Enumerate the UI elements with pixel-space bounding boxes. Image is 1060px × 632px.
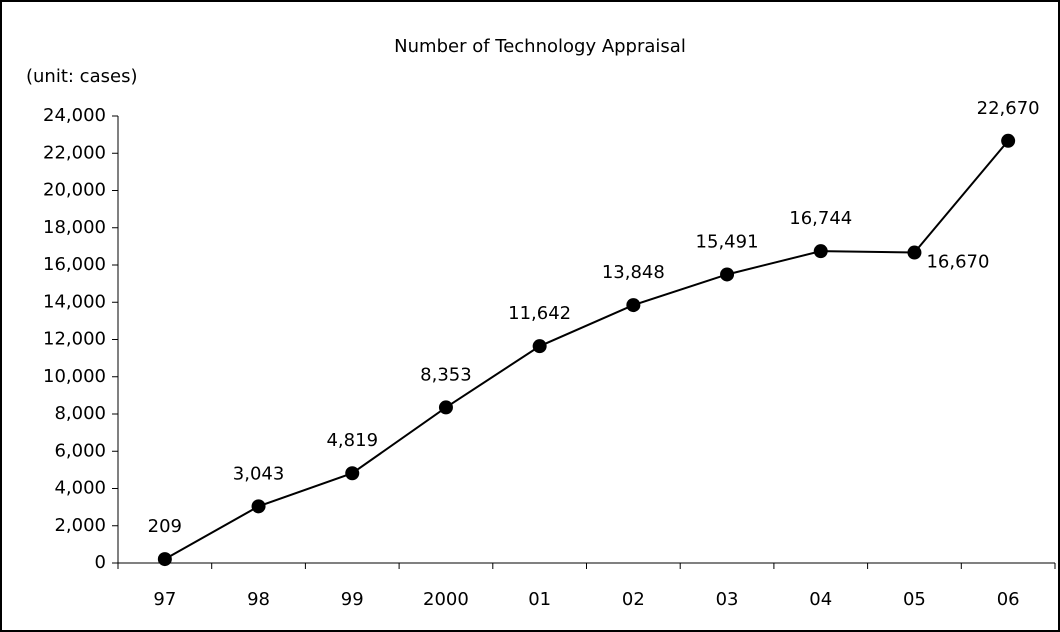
data-point — [1001, 133, 1016, 148]
data-label: 22,670 — [977, 98, 1040, 119]
x-tick-label: 05 — [903, 589, 926, 610]
data-point — [532, 339, 547, 354]
data-point — [907, 245, 922, 260]
data-label: 8,353 — [420, 364, 472, 385]
data-point — [626, 298, 641, 313]
y-tick-label: 10,000 — [43, 366, 106, 387]
data-point — [251, 499, 266, 514]
x-tick-label: 99 — [341, 589, 364, 610]
x-tick-label: 02 — [622, 589, 645, 610]
data-label: 16,670 — [926, 252, 989, 273]
x-tick-label: 97 — [153, 589, 176, 610]
chart-title: Number of Technology Appraisal — [394, 36, 686, 57]
data-label: 16,744 — [789, 208, 852, 229]
data-label: 15,491 — [696, 231, 759, 252]
data-point — [345, 466, 360, 481]
x-tick-label: 04 — [809, 589, 832, 610]
y-tick-label: 0 — [95, 552, 106, 573]
y-tick-label: 6,000 — [54, 440, 106, 461]
data-point — [813, 244, 828, 259]
y-tick-label: 16,000 — [43, 254, 106, 275]
y-tick-label: 2,000 — [54, 515, 106, 536]
data-point — [438, 400, 453, 415]
y-tick-label: 14,000 — [43, 291, 106, 312]
y-tick-label: 18,000 — [43, 217, 106, 238]
data-label: 13,848 — [602, 262, 665, 283]
x-tick-label: 2000 — [423, 589, 469, 610]
data-label: 11,642 — [508, 303, 571, 324]
y-tick-label: 12,000 — [43, 329, 106, 350]
y-tick-label: 24,000 — [43, 105, 106, 126]
x-tick-label: 06 — [997, 589, 1020, 610]
data-label: 3,043 — [233, 463, 285, 484]
data-label: 209 — [148, 516, 182, 537]
x-tick-label: 98 — [247, 589, 270, 610]
data-line — [164, 140, 1009, 560]
y-tick-label: 4,000 — [54, 478, 106, 499]
y-tick-label: 20,000 — [43, 180, 106, 201]
data-label: 4,819 — [326, 430, 378, 451]
y-tick-label: 8,000 — [54, 403, 106, 424]
x-tick-label: 03 — [716, 589, 739, 610]
data-point — [157, 552, 172, 567]
data-point — [720, 267, 735, 282]
x-tick-label: 01 — [528, 589, 551, 610]
y-axis-label: (unit: cases) — [26, 66, 137, 87]
y-tick-label: 22,000 — [43, 142, 106, 163]
